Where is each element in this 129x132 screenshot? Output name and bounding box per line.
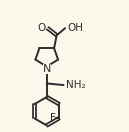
Text: NH₂: NH₂ — [66, 80, 85, 90]
Text: N: N — [43, 64, 51, 74]
Text: OH: OH — [67, 23, 83, 33]
Text: F: F — [50, 113, 56, 123]
Text: O: O — [37, 23, 46, 33]
